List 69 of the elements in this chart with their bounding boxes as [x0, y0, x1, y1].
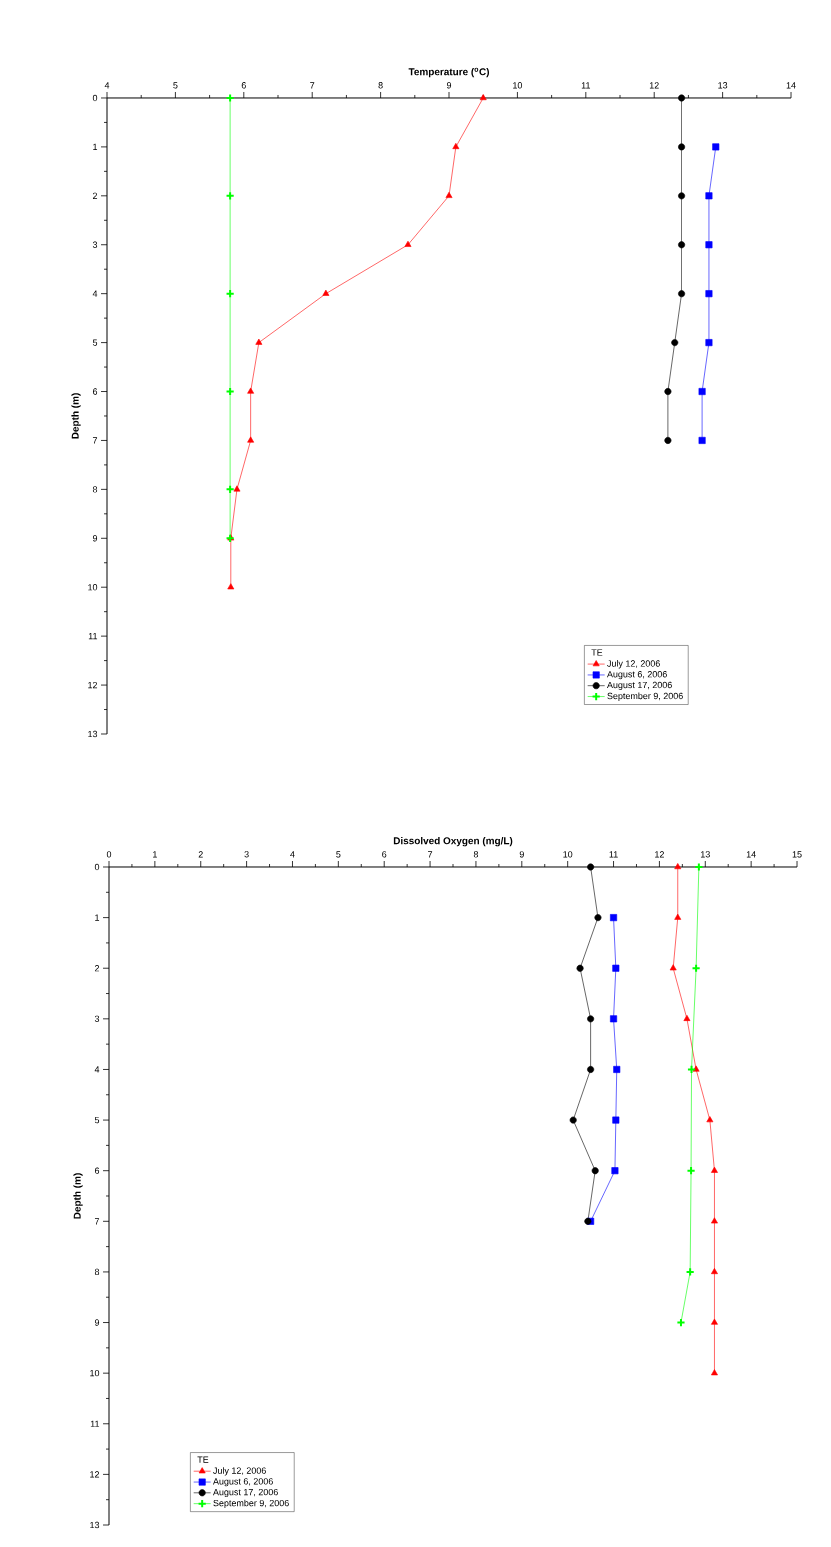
legend-label: August 6, 2006 — [606, 671, 667, 680]
x-tick-label: 6 — [241, 82, 246, 89]
x-tick-label: 11 — [581, 82, 591, 89]
x-tick-label: 9 — [446, 82, 452, 89]
x-tick-label: 2 — [198, 851, 203, 858]
x-tick-label: 4 — [290, 851, 295, 858]
y-tick-label: 0 — [92, 94, 98, 102]
y-tick-label: 13 — [90, 1521, 100, 1529]
y-tick-label: 2 — [92, 192, 98, 199]
x-axis-title: Dissolved Oxygen (mg/L) — [393, 836, 513, 847]
legend-title: TE — [197, 1456, 209, 1463]
legend-label: July 12, 2006 — [607, 660, 660, 669]
y-tick-label: 6 — [92, 388, 98, 395]
y-tick-label: 4 — [94, 1066, 100, 1073]
x-tick-label: 8 — [378, 82, 383, 89]
legend-label: July 12, 2006 — [213, 1467, 266, 1476]
y-tick-label: 2 — [94, 965, 100, 972]
y-tick-label: 12 — [90, 1471, 100, 1478]
x-tick-label: 12 — [655, 851, 664, 858]
x-tick-label: 0 — [106, 851, 112, 858]
x-tick-label: 11 — [609, 851, 618, 858]
x-tick-label: 8 — [473, 851, 479, 858]
x-tick-label: 14 — [746, 851, 756, 858]
y-axis-title: Depth (m) — [71, 393, 81, 439]
y-tick-label: 5 — [94, 1116, 100, 1124]
x-tick-label: 3 — [244, 851, 249, 858]
x-axis-title: Temperature ($^{o}$C) — [408, 67, 489, 78]
x-tick-label: 7 — [310, 82, 315, 89]
x-tick-label: 9 — [519, 851, 524, 858]
legend-label: September 9, 2006 — [213, 1499, 289, 1509]
x-tick-label: 14 — [786, 82, 796, 89]
y-tick-label: 9 — [92, 535, 98, 542]
y-tick-label: 7 — [94, 1218, 100, 1225]
y-tick-label: 11 — [88, 633, 98, 640]
legend-label: August 17, 2006 — [606, 681, 672, 690]
y-tick-label: 3 — [94, 1015, 100, 1023]
x-tick-label: 7 — [428, 851, 433, 858]
y-tick-label: 0 — [94, 863, 100, 871]
x-tick-label: 5 — [173, 82, 178, 89]
y-tick-label: 4 — [92, 290, 98, 297]
legend-label: September 9, 2006 — [607, 692, 683, 701]
y-tick-label: 1 — [93, 143, 98, 150]
y-tick-label: 9 — [94, 1319, 100, 1326]
x-tick-label: 13 — [700, 851, 710, 858]
y-tick-label: 8 — [92, 486, 98, 493]
y-tick-label: 12 — [88, 681, 98, 689]
x-tick-label: 1 — [153, 851, 157, 858]
y-tick-label: 1 — [95, 914, 100, 921]
legend-label: August 6, 2006 — [212, 1478, 273, 1487]
x-tick-label: 5 — [336, 851, 341, 858]
x-tick-label: 4 — [104, 82, 110, 89]
legend-title: TE — [591, 649, 603, 656]
y-tick-label: 10 — [90, 1369, 100, 1377]
x-tick-label: 6 — [382, 851, 387, 858]
y-tick-label: 11 — [90, 1420, 100, 1427]
legend-label: August 17, 2006 — [212, 1488, 278, 1498]
y-tick-label: 7 — [92, 437, 98, 444]
x-tick-label: 10 — [513, 82, 523, 89]
x-tick-label: 10 — [563, 851, 573, 858]
x-tick-label: 15 — [792, 851, 802, 858]
y-tick-label: 8 — [94, 1268, 100, 1276]
y-tick-label: 13 — [88, 730, 98, 738]
y-tick-label: 6 — [94, 1167, 100, 1174]
y-tick-label: 3 — [92, 241, 98, 248]
x-tick-label: 13 — [718, 82, 728, 89]
y-axis-title: Depth (m) — [73, 1173, 83, 1219]
x-tick-label: 12 — [649, 82, 659, 89]
y-tick-label: 5 — [92, 339, 98, 346]
y-tick-label: 10 — [88, 584, 98, 591]
